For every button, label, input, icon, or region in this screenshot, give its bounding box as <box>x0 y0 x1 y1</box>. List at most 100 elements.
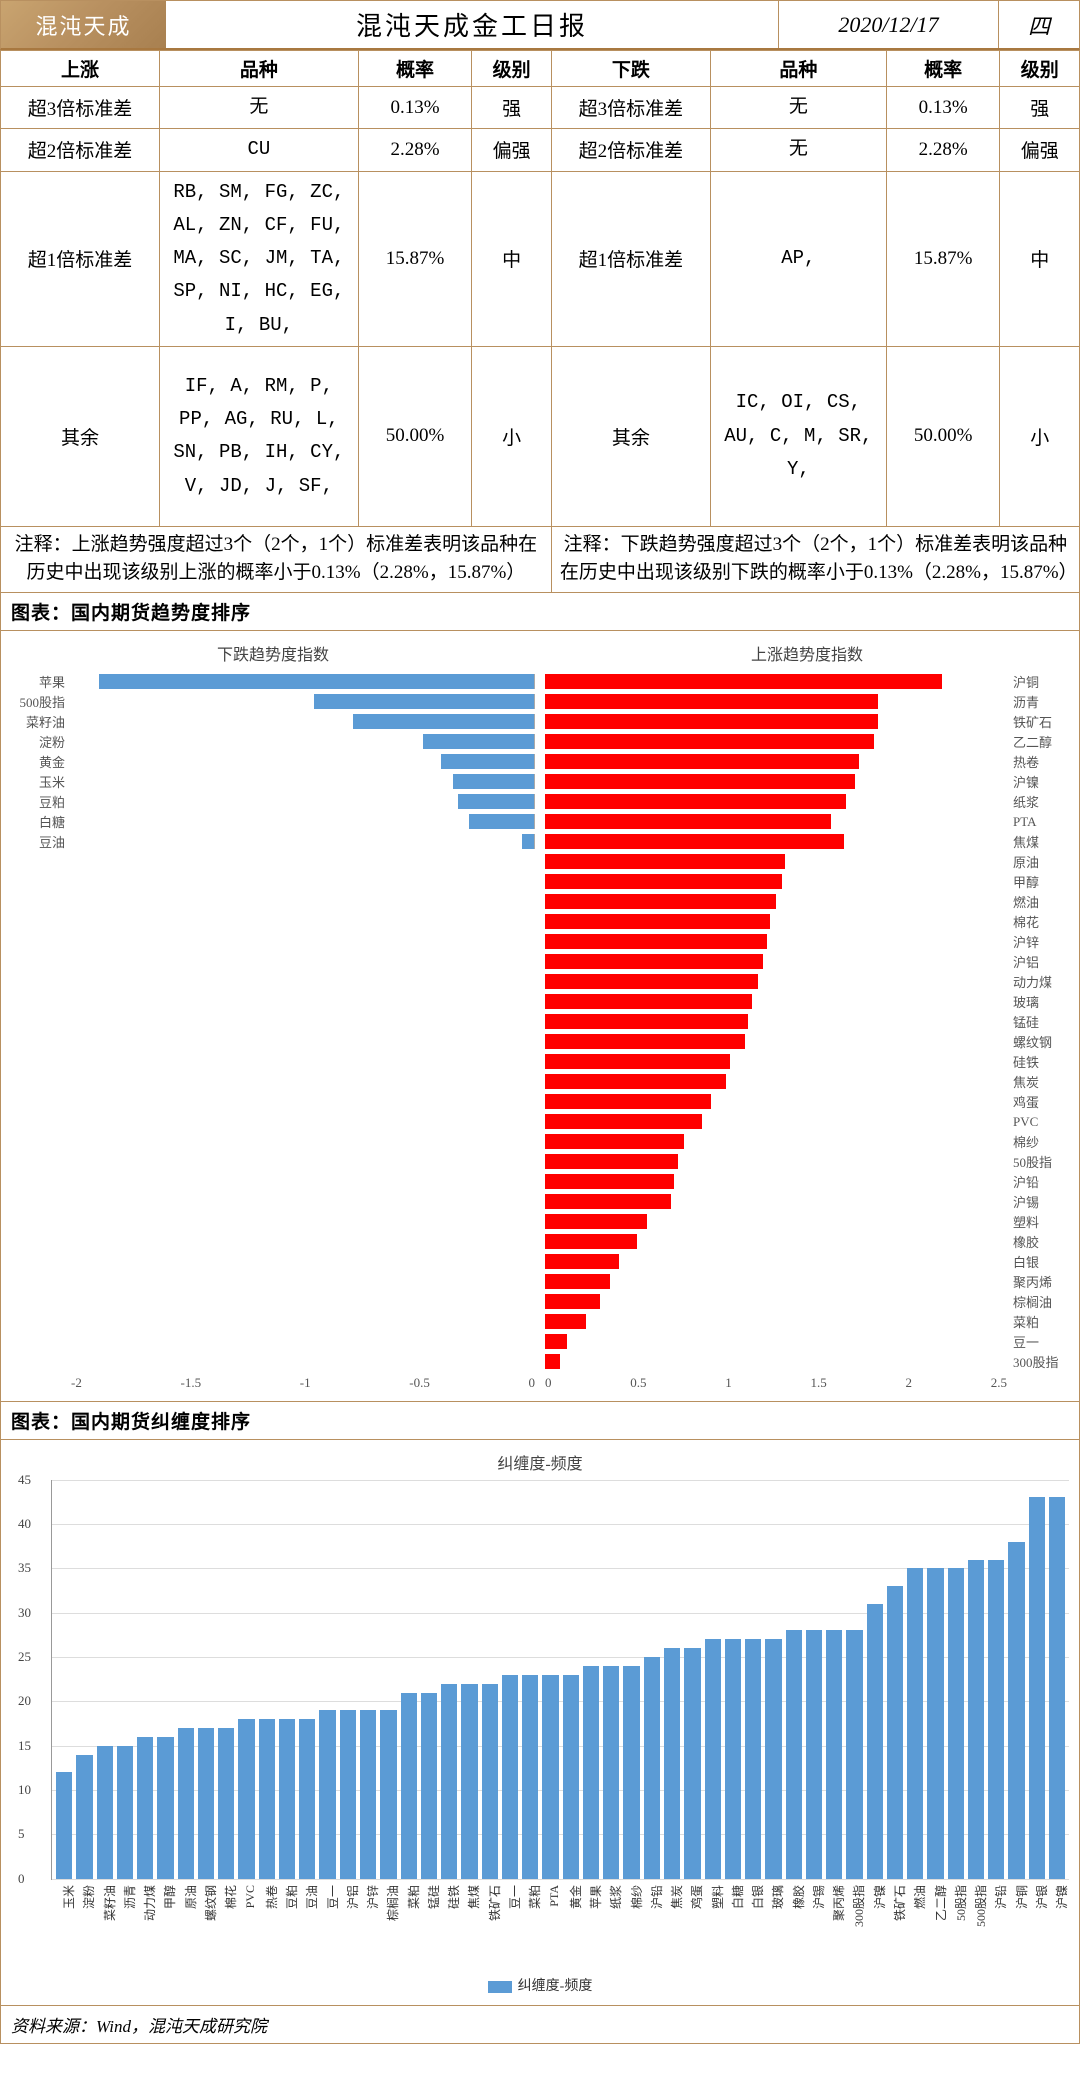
down-bar-row <box>11 913 535 931</box>
up-bar <box>545 1114 702 1129</box>
up-level: 强 <box>472 87 552 129</box>
bar-track <box>545 674 1007 689</box>
bar-label: 塑料 <box>709 1885 726 1909</box>
bar-label: 塑料 <box>1007 1212 1069 1231</box>
down-bar <box>458 794 534 809</box>
bar-label: 菜粕 <box>405 1885 422 1909</box>
up-bar-row: 棉纱 <box>545 1133 1069 1151</box>
entangle-bar: 白糖 <box>725 1639 741 1878</box>
entangle-bar: 塑料 <box>705 1639 721 1878</box>
bar-label: 硅铁 <box>1007 1052 1069 1071</box>
bar-track <box>545 914 1007 929</box>
down-bar-row: 菜籽油 <box>11 713 535 731</box>
bar-label: 豆一 <box>506 1885 523 1909</box>
y-tick: 25 <box>18 1649 31 1665</box>
col-level: 级别 <box>472 51 552 87</box>
up-bar-row: 铁矿石 <box>545 713 1069 731</box>
bar-label: 焦煤 <box>1007 832 1069 851</box>
chart2-legend: 纠缠度-频度 <box>11 1975 1069 1995</box>
bar-label: 聚丙烯 <box>1007 1272 1069 1291</box>
gridline <box>52 1524 1069 1525</box>
bar-track <box>545 1334 1007 1349</box>
entangle-bar: 沪镍 <box>1049 1497 1065 1878</box>
bar-track <box>545 934 1007 949</box>
entangle-bar: 原油 <box>178 1728 194 1879</box>
up-bar <box>545 1034 745 1049</box>
bar-label: 聚丙烯 <box>830 1885 847 1921</box>
entangle-bar: 热卷 <box>259 1719 275 1879</box>
up-bar-row: PTA <box>545 813 1069 831</box>
bar-label: 棉花 <box>1007 912 1069 931</box>
entangle-bar: PVC <box>238 1719 254 1879</box>
down-level: 偏强 <box>1000 129 1080 171</box>
bar-track <box>71 814 535 829</box>
up-bar-row: 白银 <box>545 1253 1069 1271</box>
up-bar-row: 甲醇 <box>545 873 1069 891</box>
bar-label: 螺纹钢 <box>1007 1032 1069 1051</box>
bar-track <box>545 894 1007 909</box>
bar-track <box>545 1114 1007 1129</box>
bar-label: 豆一 <box>324 1885 341 1909</box>
axis-tick: 0.5 <box>630 1375 646 1391</box>
entangle-bar: 乙二醇 <box>927 1568 943 1878</box>
bar-label: 沪锌 <box>1007 932 1069 951</box>
down-prob: 50.00% <box>886 346 1000 526</box>
bar-label: 乙二醇 <box>1007 732 1069 751</box>
bar-label: 沪铅 <box>1007 1172 1069 1191</box>
bar-track <box>71 734 535 749</box>
entangle-bar: PTA <box>542 1675 558 1879</box>
down-bar-row <box>11 1313 535 1331</box>
bar-label: 纸浆 <box>607 1885 624 1909</box>
down-bar <box>353 714 534 729</box>
bar-label: 沪锡 <box>1007 1192 1069 1211</box>
bar-track <box>545 1154 1007 1169</box>
bar-label: 豆油 <box>11 832 71 851</box>
chart1-left-axis: -2-1.5-1-0.50 <box>11 1375 535 1391</box>
up-bar-row: 橡胶 <box>545 1233 1069 1251</box>
axis-tick: -2 <box>71 1375 82 1391</box>
bar-track <box>71 834 535 849</box>
bar-label: 原油 <box>1007 852 1069 871</box>
up-bar-row: 热卷 <box>545 753 1069 771</box>
bar-label: 铁矿石 <box>486 1885 503 1921</box>
bar-label: 玉米 <box>60 1885 77 1909</box>
up-bar <box>545 774 855 789</box>
entangle-bar: 橡胶 <box>786 1630 802 1878</box>
down-bar <box>469 814 534 829</box>
up-bar <box>545 814 831 829</box>
down-level: 中 <box>1000 171 1080 346</box>
up-bar <box>545 1074 726 1089</box>
bar-label: 50股指 <box>952 1885 969 1921</box>
bar-track <box>545 754 1007 769</box>
bar-label: 沪铜 <box>1013 1885 1030 1909</box>
up-bar <box>545 1194 671 1209</box>
up-bar <box>545 1254 619 1269</box>
down-variety: 无 <box>710 129 886 171</box>
bar-label: 锰硅 <box>425 1885 442 1909</box>
bar-label: 铁矿石 <box>891 1885 908 1921</box>
bar-label: 淀粉 <box>11 732 71 751</box>
entangle-bar: 锰硅 <box>421 1693 437 1879</box>
entangle-bar: 50股指 <box>948 1568 964 1878</box>
down-level: 小 <box>1000 346 1080 526</box>
entangle-bar: 苹果 <box>583 1666 599 1879</box>
up-bar-row: 豆一 <box>545 1333 1069 1351</box>
chart1-box: 下跌趋势度指数 苹果500股指菜籽油淀粉黄金玉米豆粕白糖豆油 -2-1.5-1-… <box>0 631 1080 1402</box>
note-down: 注释：下跌趋势强度超过3个（2个，1个）标准差表明该品种在历史中出现该级别下跌的… <box>551 526 1079 592</box>
up-bar <box>545 1234 637 1249</box>
down-bar-row <box>11 1293 535 1311</box>
table-row: 其余IF, A, RM, P, PP, AG, RU, L, SN, PB, I… <box>1 346 1080 526</box>
down-bar-row: 黄金 <box>11 753 535 771</box>
bar-track <box>545 1034 1007 1049</box>
up-bar <box>545 674 942 689</box>
down-bar-row <box>11 1273 535 1291</box>
down-prob: 0.13% <box>886 87 1000 129</box>
axis-tick: 1 <box>725 1375 732 1391</box>
bar-track <box>545 1094 1007 1109</box>
up-bar-row: 焦炭 <box>545 1073 1069 1091</box>
down-bar-row <box>11 1133 535 1151</box>
bar-label: 黄金 <box>567 1885 584 1909</box>
row-label: 超1倍标准差 <box>1 171 160 346</box>
col-variety: 品种 <box>710 51 886 87</box>
chart1-down-title: 下跌趋势度指数 <box>11 641 535 665</box>
